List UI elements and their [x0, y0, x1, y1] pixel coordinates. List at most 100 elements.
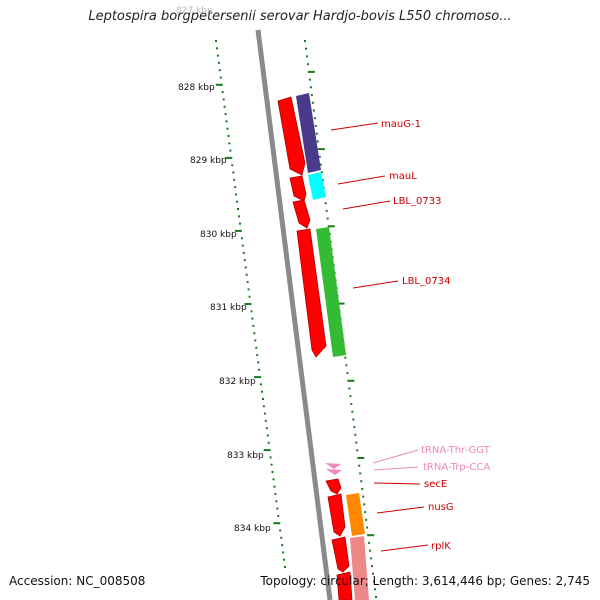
ruler-minor-tick: [359, 472, 362, 475]
ruler-minor-tick: [240, 237, 243, 240]
leader-LBL_0734: [352, 280, 399, 289]
ruler-major-tick: [337, 302, 345, 305]
ruler-minor-tick: [216, 54, 219, 57]
ruler-minor-tick: [216, 47, 218, 50]
leader-mauL: [337, 175, 386, 185]
feature-LBL_0734-domain[interactable]: [316, 227, 346, 357]
tick-label-830: 830 kbp: [200, 230, 237, 240]
ruler-minor-tick: [311, 101, 314, 104]
ruler-minor-tick: [246, 281, 249, 284]
ruler-minor-tick: [319, 163, 322, 166]
ruler-minor-tick: [305, 47, 307, 50]
leader-nusG: [376, 506, 425, 514]
ruler-minor-tick: [306, 55, 308, 58]
ruler-minor-tick: [307, 63, 309, 66]
ruler-minor-tick: [263, 412, 266, 415]
ruler-minor-tick: [265, 427, 268, 430]
ruler-major-tick: [317, 148, 325, 151]
ruler-cut-label: 827 kbp: [176, 6, 213, 16]
ruler-major-tick: [357, 457, 365, 459]
gene-label-nusG[interactable]: nusG: [428, 502, 454, 513]
ruler-minor-tick: [325, 209, 328, 212]
ruler-minor-tick: [270, 463, 273, 466]
ruler-minor-tick: [248, 295, 251, 298]
gene-label-tRNA-Trp-CCA[interactable]: tRNA-Trp-CCA: [423, 462, 490, 473]
tick-label-833: 833 kbp: [227, 451, 264, 461]
ruler-minor-tick: [229, 149, 232, 152]
gene-rplK[interactable]: [331, 536, 350, 573]
ruler-minor-tick: [352, 418, 355, 421]
ruler-minor-tick: [256, 354, 259, 357]
gene-mauG-1[interactable]: [277, 96, 306, 176]
gene-label-mauG-1[interactable]: mauG-1: [381, 119, 421, 130]
gene-label-rplK[interactable]: rplK: [431, 541, 451, 552]
ruler-minor-tick: [280, 536, 283, 539]
ruler-minor-tick: [314, 124, 317, 127]
gene-LBL_0734[interactable]: [296, 228, 327, 358]
ruler-minor-tick: [372, 572, 374, 575]
leader-rplK: [380, 544, 429, 552]
feature-nusG-domain[interactable]: [346, 493, 365, 536]
feature-mauL-domain[interactable]: [308, 172, 326, 200]
gene-label-mauL[interactable]: mauL: [389, 171, 417, 182]
ruler-major-tick: [215, 83, 223, 86]
ruler-minor-tick: [237, 208, 239, 210]
ruler-minor-tick: [279, 529, 282, 532]
ruler-major-tick: [234, 229, 242, 232]
ruler-minor-tick: [310, 94, 313, 97]
ruler-minor-tick: [231, 164, 234, 167]
ruler-minor-tick: [312, 109, 315, 112]
ruler-minor-tick: [356, 449, 359, 452]
ruler-minor-tick: [228, 142, 231, 145]
ruler-minor-tick: [360, 480, 363, 483]
ruler-minor-tick: [362, 495, 365, 498]
ruler-minor-tick: [241, 244, 244, 247]
ruler-minor-tick: [284, 566, 286, 568]
ruler-minor-tick: [234, 186, 237, 189]
ruler-minor-tick: [272, 478, 275, 481]
ruler-minor-tick: [244, 266, 247, 269]
ruler-minor-tick: [277, 514, 280, 517]
ruler-minor-tick: [344, 356, 347, 359]
ruler-minor-tick: [239, 222, 241, 225]
gene-label-secE[interactable]: secE: [424, 479, 447, 490]
leader-tRNA-Trp-CCA: [373, 466, 419, 471]
ruler-minor-tick: [369, 549, 372, 552]
gene-label-LBL_0733[interactable]: LBL_0733: [393, 196, 441, 207]
tick-label-828: 828 kbp: [178, 83, 215, 93]
ruler-minor-tick: [308, 78, 311, 81]
ruler-minor-tick: [262, 405, 265, 408]
ruler-minor-tick: [255, 346, 258, 349]
ruler-minor-tick: [257, 361, 260, 364]
gene-label-tRNA-Thr-GGT[interactable]: tRNA-Thr-GGT: [421, 445, 491, 456]
trna-thr-marker[interactable]: [325, 463, 341, 469]
ruler-minor-tick: [221, 91, 224, 94]
gene-nusG[interactable]: [327, 493, 346, 537]
gene-LBL_0733[interactable]: [292, 199, 311, 229]
gene-secE[interactable]: [325, 478, 342, 495]
gene-next[interactable]: [336, 571, 353, 600]
tick-label-834: 834 kbp: [234, 524, 271, 534]
ruler-minor-tick: [266, 434, 269, 437]
trna-trp-marker[interactable]: [326, 469, 342, 475]
ruler-minor-tick: [373, 580, 375, 583]
leader-LBL_0733: [342, 200, 391, 210]
ruler-minor-tick: [350, 402, 353, 405]
ruler-minor-tick: [304, 40, 306, 42]
gene-mauL[interactable]: [289, 175, 307, 202]
feature-mauG-1-domain[interactable]: [296, 93, 321, 173]
chromosome-backbone: [255, 29, 333, 600]
ruler-minor-tick: [313, 117, 316, 120]
ruler-minor-tick: [253, 332, 256, 335]
ruler-minor-tick: [217, 61, 220, 64]
feature-rplK-domain[interactable]: [350, 536, 369, 600]
ruler-minor-tick: [365, 518, 368, 521]
ruler-minor-tick: [274, 492, 277, 495]
gene-label-LBL_0734[interactable]: LBL_0734: [402, 276, 450, 287]
map-title: Leptospira borgpetersenii serovar Hardjo…: [88, 9, 512, 24]
ruler-minor-tick: [250, 310, 253, 313]
ruler-major-tick: [367, 534, 375, 537]
ruler-minor-tick: [316, 140, 319, 143]
ruler-minor-tick: [258, 368, 261, 371]
ruler-minor-tick: [226, 127, 229, 130]
